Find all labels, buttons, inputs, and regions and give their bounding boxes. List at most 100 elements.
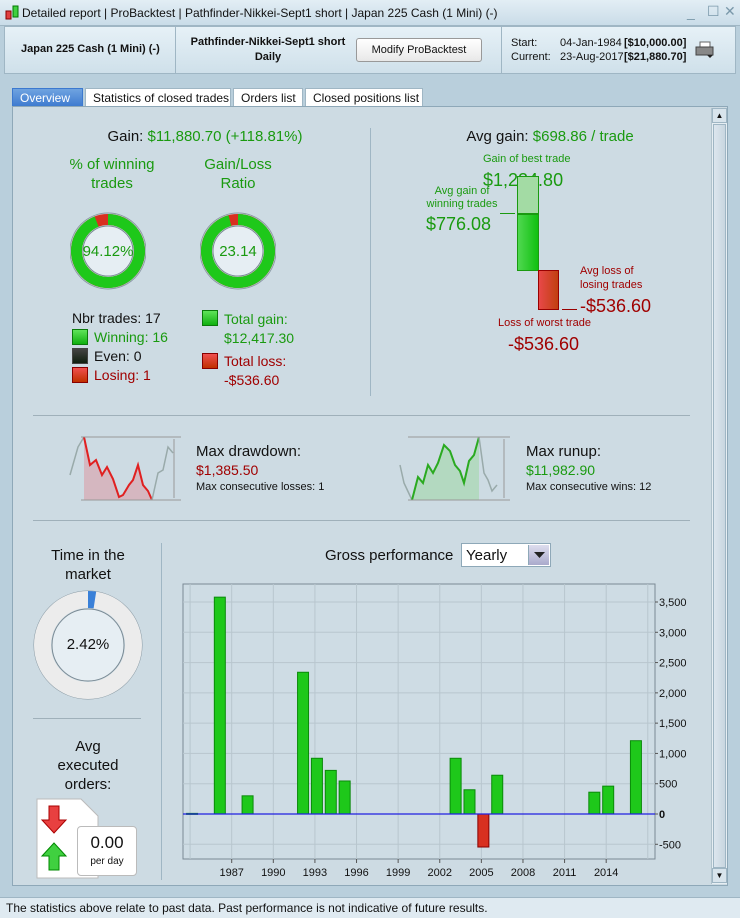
gain-value: $11,880.70 (+118.81%) bbox=[147, 128, 303, 145]
bar-2013 bbox=[588, 791, 601, 815]
bar-1994 bbox=[324, 769, 337, 815]
current-label: Current: bbox=[511, 51, 551, 63]
x-tick-label: 2002 bbox=[428, 867, 452, 879]
drawdown-value: $1,385.50 bbox=[196, 462, 259, 478]
max-consecutive-losses: Max consecutive losses: 1 bbox=[196, 481, 325, 493]
bar-2003 bbox=[449, 757, 462, 815]
y-tick-label: 1,000 bbox=[659, 748, 687, 760]
start-date: 04-Jan-1984 bbox=[560, 37, 622, 49]
time-market-title: Time in the market bbox=[51, 547, 125, 583]
window-title: Detailed report | ProBacktest | Pathfind… bbox=[22, 6, 498, 20]
x-tick-label: 1990 bbox=[261, 867, 285, 879]
current-date: 23-Aug-2017 bbox=[560, 51, 624, 63]
avg-win-label: Avg gain of winning trades bbox=[426, 185, 498, 210]
runup-label: Max runup: bbox=[526, 443, 602, 460]
winning-pct: 94.12% bbox=[82, 243, 134, 260]
worst-trade-label: Loss of worst trade bbox=[498, 317, 591, 329]
start-label: Start: bbox=[511, 37, 538, 49]
avg-loss-label: Avg loss of losing trades bbox=[580, 265, 643, 291]
timeframe: Daily bbox=[254, 51, 282, 63]
best-trade-bar bbox=[517, 176, 539, 214]
tab-statistics-closed-trades[interactable]: Statistics of closed trades bbox=[85, 88, 231, 107]
bar-1986 bbox=[213, 596, 226, 815]
ratio-title: Gain/Loss Ratio bbox=[204, 156, 272, 192]
winning-donut bbox=[70, 212, 146, 290]
close-button[interactable]: ✕ bbox=[724, 3, 736, 19]
period-select[interactable]: Yearly bbox=[461, 543, 551, 567]
losing-count: Losing: 1 bbox=[94, 367, 151, 383]
modify-probacktest-button[interactable]: Modify ProBacktest bbox=[356, 38, 482, 62]
y-tick-label: 2,000 bbox=[659, 688, 687, 700]
report-header: Japan 225 Cash (1 Mini) (-) Pathfinder-N… bbox=[4, 26, 736, 74]
worst-trade-value: -$536.60 bbox=[508, 334, 580, 354]
avg-loss-bar bbox=[538, 270, 559, 310]
title-bar: Detailed report | ProBacktest | Pathfind… bbox=[0, 0, 740, 26]
bar-1995 bbox=[338, 780, 351, 815]
start-value: [$10,000.00] bbox=[624, 37, 687, 49]
status-bar: The statistics above relate to past data… bbox=[0, 897, 740, 918]
print-icon[interactable] bbox=[695, 41, 715, 59]
drawdown-sparkline bbox=[69, 436, 181, 501]
y-tick-label: 2,500 bbox=[659, 658, 687, 670]
avg-win-bar bbox=[517, 214, 539, 271]
winning-count: Winning: 16 bbox=[94, 329, 168, 345]
time-segment bbox=[87, 591, 97, 609]
scroll-up-button[interactable]: ▲ bbox=[712, 108, 727, 123]
bar-1992 bbox=[297, 671, 310, 815]
gain-summary: Gain: $11,880.70 (+118.81%) bbox=[107, 128, 303, 145]
y-tick-label: 3,000 bbox=[659, 627, 687, 639]
x-tick-label: 2005 bbox=[469, 867, 493, 879]
avg-gain: Avg gain: $698.86 / trade bbox=[466, 128, 634, 145]
runup-value: $11,982.90 bbox=[526, 462, 596, 478]
orders-per-day-value: 0.00 bbox=[90, 833, 124, 852]
vertical-scrollbar[interactable]: ▲ ▼ bbox=[711, 108, 727, 884]
ratio-center bbox=[212, 225, 264, 277]
minimize-button[interactable]: _ bbox=[687, 4, 695, 20]
gross-performance-chart: 3,500 3,000 2,500 2,000 1,500 1,000 500 0 -500 19… bbox=[182, 583, 687, 879]
time-market-value: 2.42% bbox=[66, 636, 110, 653]
maximize-button[interactable]: ☐ bbox=[707, 3, 720, 19]
instrument-name: Japan 225 Cash (1 Mini) (-) bbox=[21, 43, 160, 55]
bar-1988 bbox=[241, 795, 254, 815]
x-tick-label: 2011 bbox=[553, 867, 577, 879]
ratio-value: 23.14 bbox=[219, 243, 257, 260]
best-trade-label: Gain of best trade bbox=[483, 153, 571, 165]
bar-2004 bbox=[463, 789, 476, 815]
tab-orders-list[interactable]: Orders list bbox=[233, 88, 303, 107]
chart-title: Gross performance bbox=[325, 547, 454, 564]
scroll-thumb[interactable] bbox=[713, 124, 726, 868]
orders-unit: per day bbox=[90, 856, 124, 867]
tab-closed-positions-list[interactable]: Closed positions list bbox=[305, 88, 423, 107]
even-count: Even: 0 bbox=[94, 348, 142, 364]
nbr-trades: Nbr trades: 17 bbox=[72, 310, 161, 326]
y-tick-label: -500 bbox=[659, 839, 681, 851]
plot-area bbox=[182, 583, 656, 860]
y-tick-label: 3,500 bbox=[659, 597, 687, 609]
x-tick-label: 2014 bbox=[594, 867, 618, 879]
bar-1993 bbox=[310, 757, 323, 815]
winning-center bbox=[82, 225, 134, 277]
x-tick-label: 2008 bbox=[511, 867, 535, 879]
y-tick-label: 0 bbox=[659, 809, 665, 821]
winning-segment bbox=[71, 214, 145, 288]
current-value: [$21,880.70] bbox=[624, 51, 687, 63]
winning-title: % of winning trades bbox=[69, 156, 155, 192]
scroll-down-button[interactable]: ▼ bbox=[712, 868, 727, 883]
tab-overview[interactable]: Overview bbox=[12, 88, 83, 107]
arrow-icon bbox=[562, 309, 577, 310]
x-tick-label: 1999 bbox=[386, 867, 410, 879]
chevron-down-icon[interactable] bbox=[528, 545, 549, 565]
x-tick-label: 1987 bbox=[219, 867, 243, 879]
avg-orders-title: Avg executed orders: bbox=[57, 738, 119, 793]
time-center bbox=[51, 608, 125, 682]
bar-2005 bbox=[477, 813, 490, 848]
bar-2016 bbox=[629, 740, 642, 815]
ratio-donut bbox=[200, 212, 276, 290]
ratio-segment bbox=[201, 214, 275, 288]
bar-2006 bbox=[491, 774, 504, 815]
app-logo-icon bbox=[5, 5, 19, 20]
x-tick-label: 1996 bbox=[344, 867, 368, 879]
y-tick-label: 500 bbox=[659, 779, 677, 791]
total-loss: Total loss: -$536.60 bbox=[224, 353, 287, 388]
y-tick-label: 1,500 bbox=[659, 718, 687, 730]
